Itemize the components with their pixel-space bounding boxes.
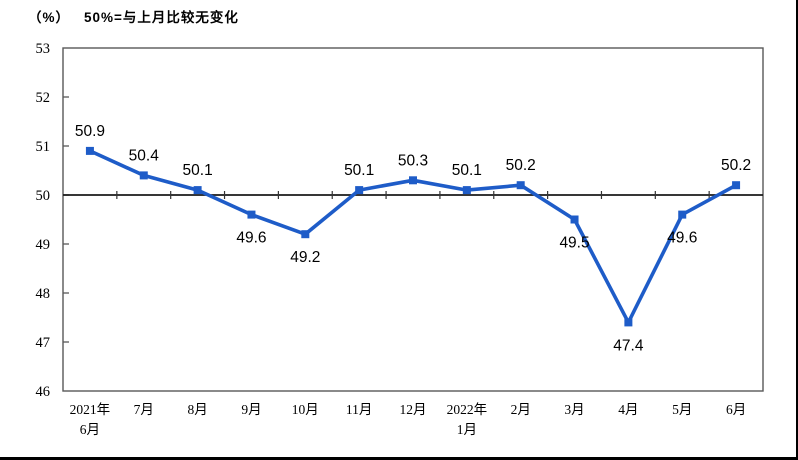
reference-line-50: [63, 191, 763, 199]
x-axis-category-label: 4月: [618, 402, 638, 417]
data-label: 49.6: [236, 230, 266, 247]
y-axis: 46 47 48 49 50 51 52 53: [36, 41, 69, 400]
x-axis-category-label: 8月: [187, 402, 207, 417]
data-point-marker: [678, 210, 687, 219]
data-point-marker: [85, 146, 94, 155]
data-label: 50.1: [452, 162, 482, 179]
y-axis-tick-label: 49: [36, 237, 51, 253]
data-label: 49.6: [667, 230, 697, 247]
x-axis-category-label: 1月: [457, 422, 477, 437]
x-axis-category-label: 2021年: [70, 402, 111, 417]
data-label: 50.1: [344, 162, 374, 179]
data-point-marker: [193, 186, 202, 195]
y-axis-tick-label: 46: [36, 384, 51, 400]
x-axis-category-label: 10月: [292, 402, 319, 417]
x-axis-category-label: 3月: [564, 402, 584, 417]
x-axis-category-label: 12月: [400, 402, 427, 417]
x-axis-category-label: 6月: [726, 402, 746, 417]
data-label: 50.3: [398, 152, 428, 169]
data-point-marker: [624, 318, 633, 327]
data-point-markers: [85, 146, 741, 327]
y-axis-tick-label: 53: [36, 41, 51, 57]
data-label: 49.2: [290, 249, 320, 266]
chart-header: （%） 50%=与上月比较无变化: [0, 6, 796, 28]
x-axis-category-label: 5月: [672, 402, 692, 417]
x-axis: 2021年 6月 7月 8月 9月 10月 11月 12月 2022年 1月 2月 3月 4月 5月 6月: [70, 402, 747, 437]
x-axis-category-label: 2022年: [447, 402, 488, 417]
y-axis-tick-label: 50: [36, 188, 51, 204]
x-axis-category-label: 11月: [346, 402, 373, 417]
data-label: 47.4: [613, 337, 644, 354]
y-axis-tick-label: 51: [36, 139, 51, 155]
data-point-marker: [301, 230, 310, 239]
y-axis-unit-label: （%）: [28, 10, 71, 25]
x-axis-category-label: 2月: [511, 402, 531, 417]
y-axis-tick-label: 48: [36, 286, 51, 302]
y-axis-tick-label: 47: [36, 335, 51, 351]
data-point-marker: [355, 186, 364, 195]
data-label: 50.1: [183, 162, 213, 179]
data-label: 50.9: [75, 123, 105, 140]
data-point-marker: [570, 215, 579, 224]
data-label: 50.2: [721, 157, 751, 174]
plot-area-border: [62, 47, 764, 392]
data-point-marker: [732, 181, 741, 190]
x-axis-category-label: 7月: [134, 402, 154, 417]
data-point-marker: [462, 186, 471, 195]
data-label: 50.2: [506, 157, 536, 174]
data-label: 50.4: [129, 147, 160, 164]
data-label: 49.5: [559, 235, 589, 252]
data-point-marker: [139, 171, 148, 180]
data-point-marker: [247, 210, 256, 219]
data-labels: 50.9 50.4 50.1 49.6 49.2 50.1 50.3 50.1 50.2 49.5…: [75, 123, 751, 355]
chart-subtitle: 50%=与上月比较无变化: [84, 10, 239, 25]
data-point-marker: [516, 181, 525, 190]
y-axis-tick-label: 52: [36, 90, 51, 106]
data-point-marker: [409, 176, 417, 185]
x-axis-category-label: 9月: [241, 402, 261, 417]
x-axis-category-label: 6月: [80, 422, 100, 437]
